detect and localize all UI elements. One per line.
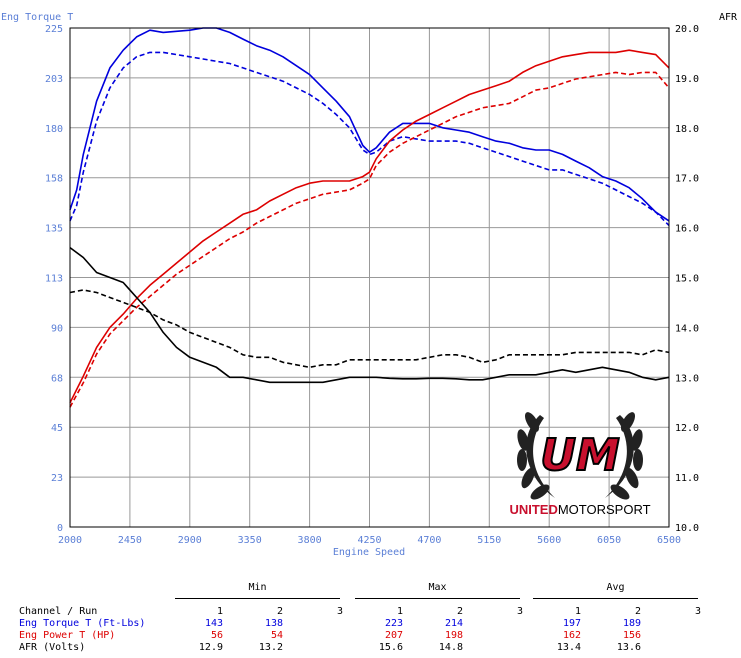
y-right-tick-label: 17.0 <box>675 174 699 185</box>
run-label: 1 <box>216 606 223 617</box>
stat-max-value: 14.8 <box>438 642 463 653</box>
y-right-tick-label: 19.0 <box>675 74 699 85</box>
chart-series <box>69 27 670 408</box>
x-tick-label: 3800 <box>298 535 322 546</box>
y-right-tick-label: 14.0 <box>675 323 699 334</box>
stats-row-label: Eng Torque T (Ft-Lbs) <box>19 618 146 629</box>
stat-max-value: 207 <box>384 630 403 641</box>
eng-torque-t-ft-lbs-run-1-line <box>69 27 670 222</box>
run-label: 1 <box>574 606 581 617</box>
stats-row-label: Eng Power T (HP) <box>19 630 116 641</box>
y-left-tick-label: 135 <box>45 224 63 235</box>
right-axis-title: AFR <box>719 12 738 23</box>
run-label: 3 <box>336 606 343 617</box>
y-right-tick-label: 13.0 <box>675 373 699 384</box>
y-left-tick-label: 158 <box>45 174 63 185</box>
x-axis-title: Engine Speed <box>333 547 405 558</box>
y-left-tick-label: 203 <box>45 74 63 85</box>
stat-min-value: 143 <box>204 618 223 629</box>
stat-min-value: 54 <box>270 630 283 641</box>
y-left-tick-label: 90 <box>51 323 63 334</box>
stat-avg-value: 13.4 <box>556 642 581 653</box>
afr-volts-run-2-line <box>69 289 670 369</box>
stats-row-label: AFR (Volts) <box>19 642 86 653</box>
stat-min-value: 12.9 <box>198 642 223 653</box>
stat-max-value: 198 <box>444 630 463 641</box>
divider <box>533 598 698 599</box>
stats-table: Min Max Avg Channel / Run 1 2 3 1 2 3 1 2 3 Eng T… <box>0 580 741 658</box>
x-tick-label: 6050 <box>597 535 621 546</box>
y-right-tick-label: 20.0 <box>675 24 699 35</box>
stats-group-avg: Avg <box>606 582 625 593</box>
y-left-tick-label: 225 <box>45 24 63 35</box>
um-monogram: UM <box>539 429 621 482</box>
stat-avg-value: 156 <box>622 630 641 641</box>
y-left-tick-label: 113 <box>45 274 63 285</box>
y-left-tick-label: 23 <box>51 473 63 484</box>
eng-power-t-hp-run-2-line <box>69 71 670 408</box>
run-label: 3 <box>516 606 523 617</box>
y-right-tick-label: 18.0 <box>675 124 699 135</box>
y-left-tick-label: 180 <box>45 124 63 135</box>
y-right-tick-label: 11.0 <box>675 473 699 484</box>
y-right-tick-label: 16.0 <box>675 224 699 235</box>
y-right-tick-label: 10.0 <box>675 523 699 534</box>
plot-frame <box>69 27 670 528</box>
stat-avg-value: 162 <box>562 630 581 641</box>
x-tick-label: 2900 <box>178 535 202 546</box>
x-tick-label: 5150 <box>477 535 501 546</box>
y-right-tick-label: 15.0 <box>675 274 699 285</box>
x-tick-label: 4250 <box>357 535 381 546</box>
divider <box>175 598 340 599</box>
united-motorsport-logo: UM UNITEDMOTORSPORT <box>509 412 651 517</box>
run-label: 2 <box>634 606 641 617</box>
y-left-tick-label: 45 <box>51 423 63 434</box>
laurel-wreath <box>517 412 643 500</box>
run-label: 1 <box>396 606 403 617</box>
eng-power-t-hp-run-1-line <box>69 49 670 404</box>
x-tick-label: 6500 <box>657 535 681 546</box>
stats-group-min: Min <box>248 582 267 593</box>
x-tick-label: 3350 <box>238 535 262 546</box>
run-label: 2 <box>456 606 463 617</box>
eng-torque-t-ft-lbs-run-2-line <box>69 51 670 226</box>
stat-max-value: 223 <box>384 618 403 629</box>
stat-avg-value: 189 <box>622 618 641 629</box>
stat-max-value: 214 <box>444 618 463 629</box>
x-tick-label: 4700 <box>417 535 441 546</box>
logo-wordmark: UNITEDMOTORSPORT <box>509 502 650 517</box>
x-tick-label: 2450 <box>118 535 142 546</box>
stat-max-value: 15.6 <box>378 642 403 653</box>
x-tick-label: 2000 <box>58 535 82 546</box>
run-label: 3 <box>694 606 701 617</box>
chart-grid <box>70 28 669 527</box>
y-left-tick-label: 68 <box>51 373 63 384</box>
y-right-tick-label: 12.0 <box>675 423 699 434</box>
x-tick-label: 5600 <box>537 535 561 546</box>
chart-ticks: 2000 2450 2900 3350 3800 4250 4700 5150 5600 6050… <box>45 24 699 546</box>
y-left-tick-label: 0 <box>57 523 63 534</box>
svg-text:UM: UM <box>540 430 620 481</box>
dyno-chart: 2000 2450 2900 3350 3800 4250 4700 5150 5600 6050… <box>1 12 738 558</box>
stat-min-value: 138 <box>264 618 283 629</box>
left-axis-title: Eng Torque T <box>1 12 73 23</box>
stats-group-max: Max <box>428 582 447 593</box>
channel-run-header: Channel / Run <box>19 606 98 617</box>
stat-avg-value: 197 <box>562 618 581 629</box>
divider <box>355 598 520 599</box>
stat-min-value: 56 <box>210 630 223 641</box>
afr-volts-run-1-line <box>69 246 670 384</box>
stat-avg-value: 13.6 <box>616 642 641 653</box>
stat-min-value: 13.2 <box>258 642 283 653</box>
run-label: 2 <box>276 606 283 617</box>
